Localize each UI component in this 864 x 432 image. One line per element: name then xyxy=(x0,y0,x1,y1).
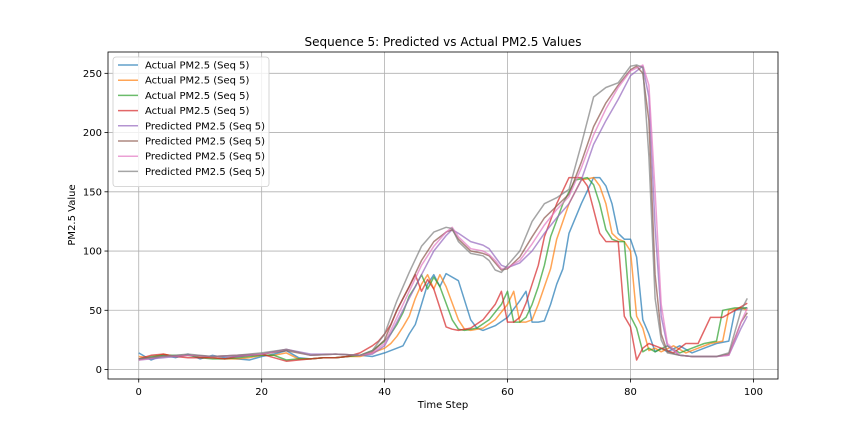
y-tick-label: 0 xyxy=(96,365,102,376)
x-tick-label: 60 xyxy=(501,387,514,398)
tick-layer: 0 20 40 60 80 100 0 50 100 150 200 250 xyxy=(83,69,763,398)
y-axis-label: PM2.5 Value xyxy=(67,184,78,245)
x-tick-label: 20 xyxy=(255,387,268,398)
series-line-4 xyxy=(138,176,748,362)
legend-label: Actual PM2.5 (Seq 5) xyxy=(145,91,250,102)
y-tick-label: 50 xyxy=(89,306,102,317)
x-tick-label: 40 xyxy=(378,387,391,398)
series-line-8 xyxy=(138,64,748,360)
y-tick-label: 150 xyxy=(83,187,102,198)
legend-box xyxy=(112,56,270,188)
x-tick-label: 80 xyxy=(624,387,637,398)
chart-title: Sequence 5: Predicted vs Actual PM2.5 Va… xyxy=(305,35,582,49)
y-tick-label: 200 xyxy=(83,128,102,139)
legend-label: Actual PM2.5 (Seq 5) xyxy=(145,106,250,117)
legend: Actual PM2.5 (Seq 5) Actual PM2.5 (Seq 5)… xyxy=(112,56,270,188)
legend-label: Actual PM2.5 (Seq 5) xyxy=(145,61,250,72)
legend-label: Predicted PM2.5 (Seq 5) xyxy=(145,137,265,148)
legend-label: Predicted PM2.5 (Seq 5) xyxy=(145,152,265,163)
y-tick-label: 100 xyxy=(83,247,102,258)
x-tick-label: 100 xyxy=(744,387,763,398)
legend-label: Actual PM2.5 (Seq 5) xyxy=(145,76,250,87)
plot-frame xyxy=(107,51,779,380)
x-axis-label: Time Step xyxy=(417,400,468,411)
grid-layer xyxy=(108,52,778,379)
legend-label: Predicted PM2.5 (Seq 5) xyxy=(145,121,265,132)
series-line-3 xyxy=(138,176,748,361)
y-tick-label: 250 xyxy=(83,69,102,80)
legend-label: Predicted PM2.5 (Seq 5) xyxy=(145,167,265,178)
x-tick-label: 0 xyxy=(136,387,142,398)
series-layer xyxy=(138,64,748,362)
